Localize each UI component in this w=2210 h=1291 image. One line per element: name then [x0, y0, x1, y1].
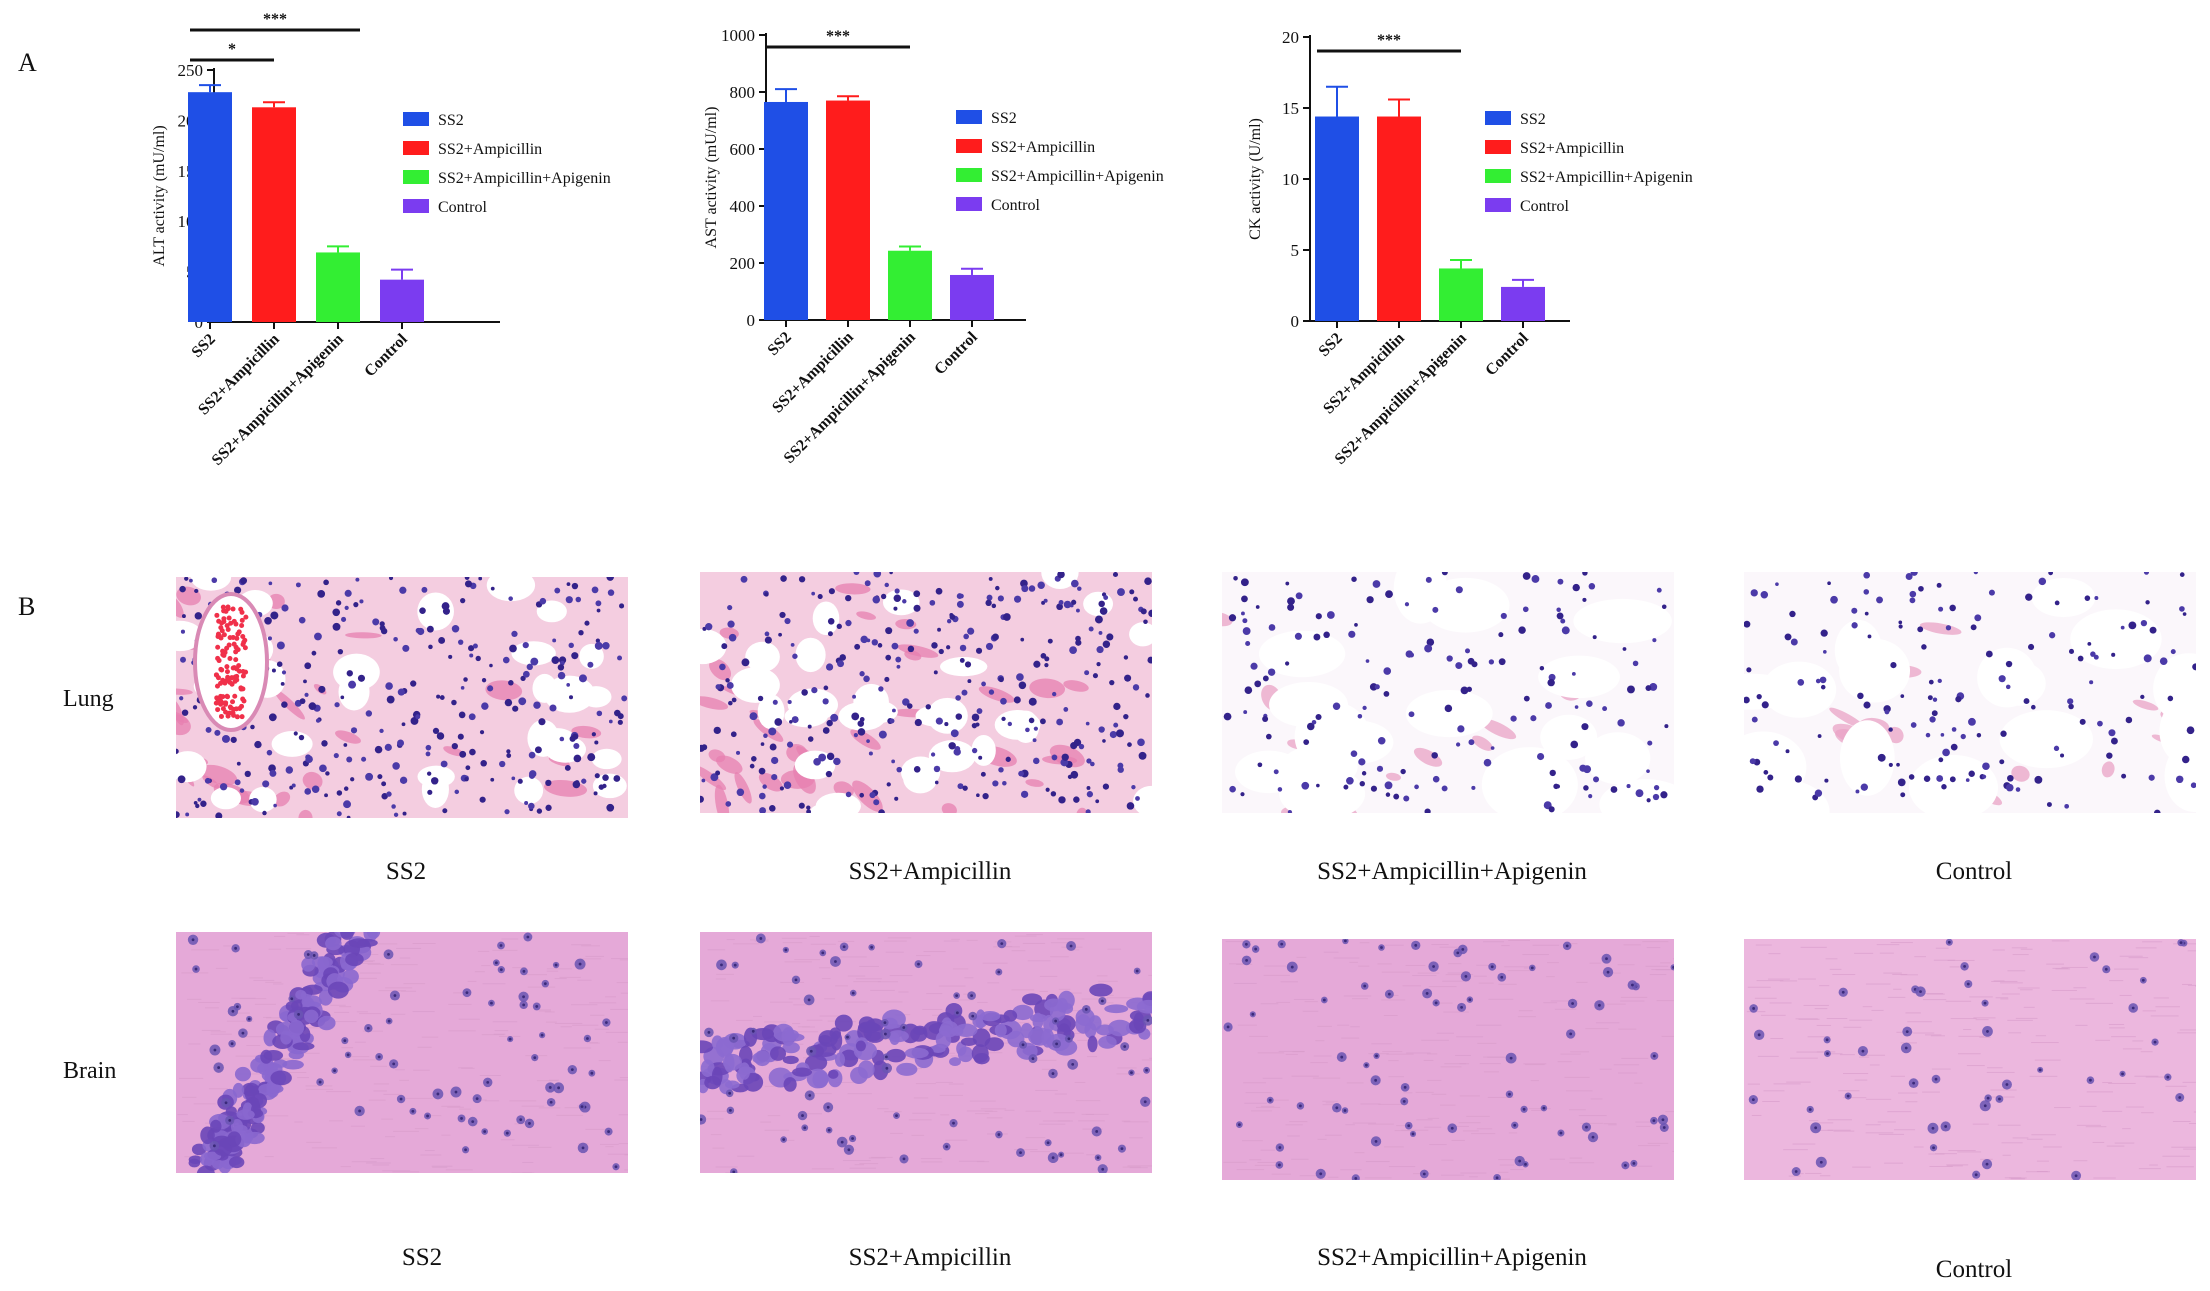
legend-label: SS2	[991, 110, 1017, 127]
bar	[188, 92, 232, 323]
brain-caption-ss2-ampicillin-apigenin: SS2+Ampicillin+Apigenin	[1317, 1244, 1587, 1271]
legend-swatch	[1485, 169, 1511, 183]
brain-caption-control: Control	[1935, 1256, 2013, 1283]
x-tick-label: Control	[361, 330, 411, 380]
bar	[1439, 268, 1483, 321]
legend-swatch	[1485, 111, 1511, 125]
legend-swatch	[403, 141, 429, 155]
x-tick-label: SS2+Ampicillin+Apigenin	[1332, 330, 1470, 468]
bar	[1501, 286, 1545, 321]
y-tick-label: 600	[730, 140, 756, 159]
ast-chart-svg: 0 200 400 600 800 1000 AST activity (mU/ml) SS2…	[703, 26, 1164, 467]
bar	[1377, 116, 1421, 322]
y-tick-label: 10	[1282, 170, 1299, 189]
alt-chart-svg: 050100150200250ALT activity (mU/ml)SS2SS…	[151, 11, 611, 469]
brain-micrograph-control	[1744, 939, 2196, 1180]
bar	[888, 250, 932, 320]
brain-micrograph-ss2-ampicillin-apigenin	[1222, 939, 1674, 1180]
lung-caption-control: Control	[1935, 858, 2013, 885]
y-tick-label: 0	[747, 311, 756, 330]
micrograph-image	[700, 572, 1152, 813]
significance-label: *	[228, 41, 236, 58]
legend-swatch	[956, 139, 982, 153]
legend-swatch	[1485, 198, 1511, 212]
lung-micrograph-control	[1744, 572, 2196, 813]
y-tick-label: 800	[730, 83, 756, 102]
bar	[764, 101, 808, 320]
legend-swatch	[403, 112, 429, 126]
y-axis-label: ALT activity (mU/ml)	[151, 125, 168, 266]
lung-micrograph-ss2	[176, 577, 628, 818]
bar	[252, 107, 296, 323]
micrograph-image	[700, 932, 1152, 1173]
legend-swatch	[403, 170, 429, 184]
panel-a-label: A	[18, 48, 37, 77]
legend-label: SS2+Ampicillin+Apigenin	[1520, 169, 1693, 186]
panel-b-label: B	[18, 592, 36, 621]
y-tick-label: 5	[1291, 241, 1300, 260]
legend-swatch	[1485, 140, 1511, 154]
y-tick-label: 15	[1282, 99, 1299, 118]
legend-label: SS2	[438, 112, 464, 129]
x-tick-label: Control	[1482, 329, 1532, 379]
legend-swatch	[403, 199, 429, 213]
x-tick-label: SS2	[189, 331, 219, 361]
lung-micrograph-ss2-ampicillin	[700, 572, 1152, 813]
legend-swatch	[956, 197, 982, 211]
legend-label: SS2+Ampicillin	[1520, 140, 1624, 157]
lung-caption-ss2-ampicillin: SS2+Ampicillin	[848, 858, 1012, 885]
x-tick-label: SS2	[1316, 330, 1346, 360]
lung-caption-ss2: SS2	[385, 858, 427, 885]
legend-label: SS2+Ampicillin	[991, 139, 1095, 156]
significance-label: ***	[263, 11, 287, 28]
micrograph-image	[1222, 939, 1674, 1180]
brain-caption-ss2: SS2	[401, 1244, 443, 1271]
ck-activity-chart: 0 5 10 15 20 CK activity (U/ml) SS2 SS2+Ampicil…	[1240, 0, 1760, 500]
alt-activity-chart: 050100150200250ALT activity (mU/ml)SS2SS…	[140, 0, 660, 500]
brain-caption-ss2-ampicillin: SS2+Ampicillin	[848, 1244, 1012, 1271]
y-axis-label: CK activity (U/ml)	[1247, 118, 1264, 240]
significance-label: ***	[1377, 32, 1401, 49]
lung-caption-ss2-ampicillin-apigenin: SS2+Ampicillin+Apigenin	[1317, 858, 1587, 885]
x-tick-label: SS2+Ampicillin+Apigenin	[781, 329, 919, 467]
legend-swatch	[956, 168, 982, 182]
bar	[826, 100, 870, 320]
x-tick-label: SS2+Ampicillin+Apigenin	[209, 331, 347, 469]
legend-label: Control	[438, 199, 487, 216]
y-tick-label: 400	[730, 197, 756, 216]
brain-micrograph-ss2	[176, 932, 628, 1173]
y-tick-label: 0	[1291, 312, 1300, 331]
x-tick-label: Control	[931, 328, 981, 378]
bar	[1315, 116, 1359, 322]
legend-label: Control	[1520, 198, 1569, 215]
micrograph-image	[1744, 939, 2196, 1180]
legend-label: SS2+Ampicillin	[438, 141, 542, 158]
significance-label: ***	[826, 28, 850, 45]
y-tick-label: 250	[178, 61, 204, 80]
bar	[380, 279, 424, 322]
micrograph-image	[176, 577, 628, 818]
x-tick-label: SS2	[765, 329, 795, 359]
row-label-lung: Lung	[63, 686, 114, 712]
brain-micrograph-ss2-ampicillin	[700, 932, 1152, 1173]
lung-micrograph-ss2-ampicillin-apigenin	[1222, 572, 1674, 813]
bar	[316, 252, 360, 322]
y-axis-label: AST activity (mU/ml)	[703, 107, 720, 249]
legend-label: Control	[991, 197, 1040, 214]
micrograph-image	[1222, 572, 1674, 813]
micrograph-image	[1744, 572, 2196, 813]
micrograph-image	[176, 932, 628, 1173]
legend-swatch	[956, 110, 982, 124]
legend-label: SS2	[1520, 111, 1546, 128]
ast-activity-chart: 0 200 400 600 800 1000 AST activity (mU/ml) SS2…	[686, 0, 1206, 500]
y-tick-label: 1000	[721, 26, 755, 45]
y-tick-label: 200	[730, 254, 756, 273]
legend-label: SS2+Ampicillin+Apigenin	[991, 168, 1164, 185]
y-tick-label: 0	[195, 313, 204, 332]
legend-label: SS2+Ampicillin+Apigenin	[438, 170, 611, 187]
y-tick-label: 20	[1282, 28, 1299, 47]
row-label-brain: Brain	[63, 1058, 117, 1084]
bar	[950, 274, 994, 320]
